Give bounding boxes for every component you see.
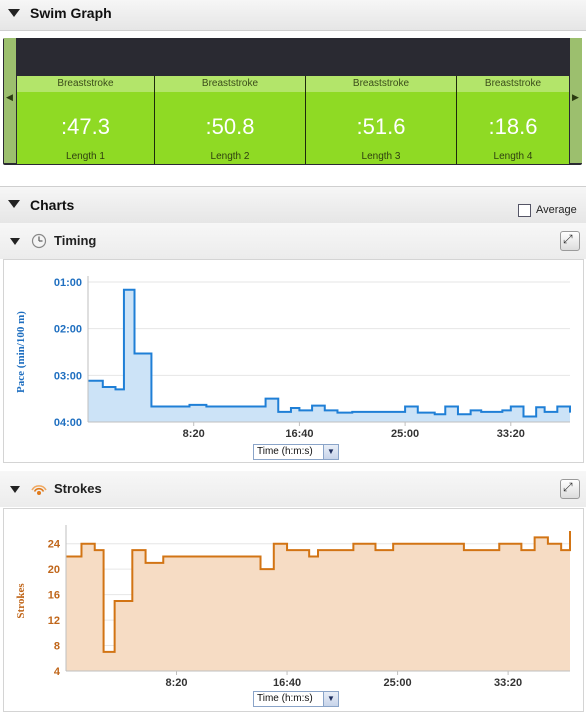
x-tick-label: 25:00 — [391, 428, 419, 440]
series-line — [66, 531, 571, 653]
y-tick-label: 16 — [48, 590, 60, 602]
average-label[interactable]: Average — [536, 204, 577, 216]
collapse-triangle-icon[interactable] — [10, 238, 20, 245]
length-time: :18.6 — [488, 114, 538, 139]
y-tick-label: 12 — [48, 615, 60, 627]
stroke-type: Breaststroke — [306, 76, 456, 92]
strokes-chart-frame: 4 8 12 16 20 24 8:20 16:40 25:00 33:20 Strokes Tim… — [3, 508, 584, 712]
x-tick-label: 25:00 — [384, 677, 412, 689]
strokes-x-axis-select[interactable]: Time (h:m:s) ▼ — [253, 691, 339, 707]
expand-icon: ⤢ — [563, 480, 573, 494]
stroke-type: Breaststroke — [457, 76, 569, 92]
y-tick-label: 01:00 — [54, 277, 82, 289]
stroke-type: Breaststroke — [155, 76, 305, 92]
timing-header[interactable]: Timing ⤢ — [0, 223, 586, 259]
dropdown-arrow-icon: ▼ — [323, 445, 338, 459]
timing-expand-button[interactable]: ⤢ — [560, 231, 580, 251]
x-tick-label: 16:40 — [273, 677, 301, 689]
average-checkbox[interactable] — [518, 204, 531, 217]
timing-title: Timing — [54, 233, 97, 248]
dropdown-arrow-icon: ▼ — [323, 692, 338, 706]
charts-header[interactable]: Charts Average — [0, 186, 586, 224]
y-axis-title: Strokes — [15, 583, 27, 619]
select-value: Time (h:m:s) — [257, 693, 313, 704]
swim-graph-header[interactable]: Swim Graph — [0, 0, 586, 31]
timing-x-axis-select[interactable]: Time (h:m:s) ▼ — [253, 444, 339, 460]
length-label: Length 4 — [493, 151, 533, 162]
collapse-triangle-icon[interactable] — [8, 9, 20, 17]
chevron-left-icon: ◀ — [6, 92, 13, 102]
x-tick-label: 33:20 — [494, 677, 522, 689]
clock-icon — [31, 233, 47, 249]
collapse-triangle-icon[interactable] — [8, 200, 20, 208]
chevron-right-icon: ▶ — [572, 92, 579, 102]
length-time: :51.6 — [356, 114, 406, 139]
timing-chart-frame: 01:00 02:00 03:00 04:00 8:20 16:40 25:00 33:20 P… — [3, 259, 584, 463]
y-tick-label: 4 — [54, 666, 61, 678]
charts-title: Charts — [30, 197, 75, 213]
length-time: :50.8 — [205, 114, 255, 139]
y-tick-label: 02:00 — [54, 324, 82, 336]
length-card-4[interactable]: Breaststroke :18.6 Length 4 — [457, 76, 569, 164]
pace-chart: 01:00 02:00 03:00 04:00 8:20 16:40 25:00 33:20 P… — [15, 276, 571, 440]
y-tick-label: 20 — [48, 564, 60, 576]
x-tick-label: 33:20 — [497, 428, 525, 440]
y-tick-label: 03:00 — [54, 370, 82, 382]
x-tick-label: 16:40 — [285, 428, 313, 440]
length-time: :47.3 — [61, 114, 110, 139]
series-area — [88, 289, 570, 422]
select-value: Time (h:m:s) — [257, 446, 313, 457]
length-label: Length 3 — [361, 151, 401, 162]
x-tick-label: 8:20 — [166, 677, 188, 689]
length-card-2[interactable]: Breaststroke :50.8 Length 2 — [155, 76, 306, 164]
length-card-1[interactable]: Breaststroke :47.3 Length 1 — [17, 76, 155, 164]
series-area — [66, 531, 570, 671]
length-label: Length 2 — [210, 151, 250, 162]
stroke-type: Breaststroke — [17, 76, 154, 92]
strokes-expand-button[interactable]: ⤢ — [560, 479, 580, 499]
y-axis-title: Pace (min/100 m) — [15, 311, 27, 393]
strokes-header[interactable]: Strokes ⤢ — [0, 471, 586, 507]
signal-icon — [31, 485, 47, 495]
length-label: Length 1 — [66, 151, 105, 162]
y-tick-label: 24 — [48, 539, 61, 551]
strokes-title: Strokes — [54, 481, 102, 496]
nav-right-button[interactable]: ▶ — [570, 38, 582, 163]
strokes-chart: 4 8 12 16 20 24 8:20 16:40 25:00 33:20 Strokes — [15, 525, 571, 689]
y-tick-label: 04:00 — [54, 417, 82, 429]
swim-graph-title: Swim Graph — [30, 5, 112, 21]
series-line — [88, 288, 571, 418]
y-tick-label: 8 — [54, 641, 60, 653]
collapse-triangle-icon[interactable] — [10, 486, 20, 493]
length-card-3[interactable]: Breaststroke :51.6 Length 3 — [306, 76, 457, 164]
nav-left-button[interactable]: ◀ — [4, 38, 16, 163]
expand-icon: ⤢ — [563, 232, 573, 246]
x-tick-label: 8:20 — [183, 428, 205, 440]
